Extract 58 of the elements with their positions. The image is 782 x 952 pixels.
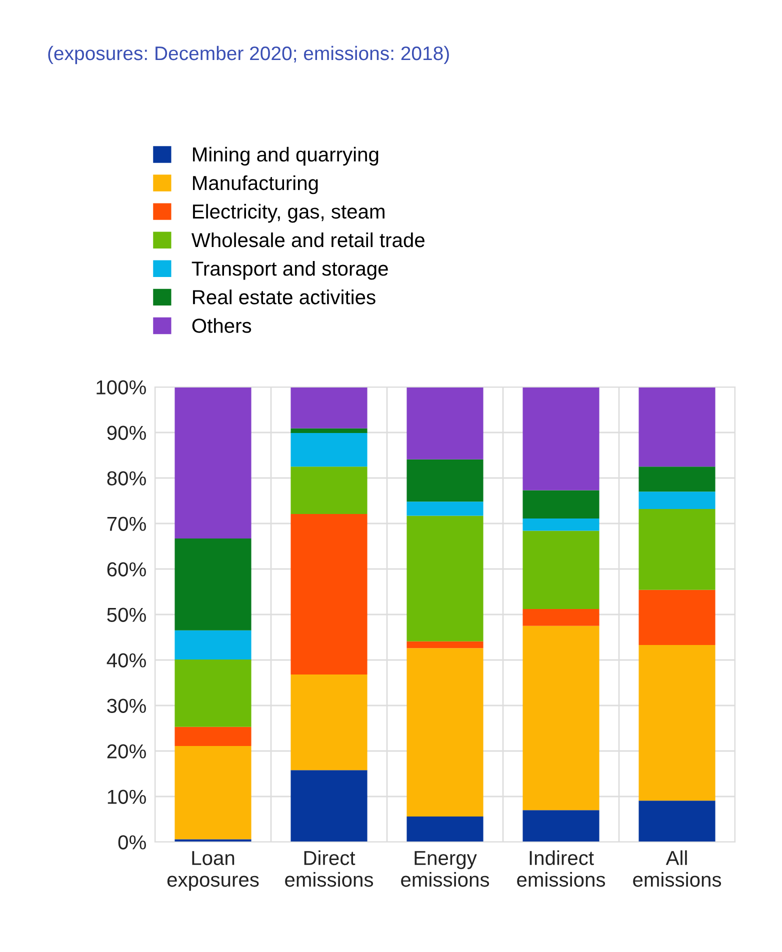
x-tick-label: Indirect emissions bbox=[517, 850, 606, 887]
bar bbox=[290, 432, 368, 467]
legend-label: Mining and quarrying bbox=[193, 146, 378, 166]
bar bbox=[290, 770, 368, 842]
bar bbox=[638, 387, 716, 467]
bar bbox=[522, 609, 600, 626]
bar bbox=[638, 590, 716, 645]
bar bbox=[406, 459, 484, 502]
bar bbox=[638, 508, 716, 590]
bar bbox=[290, 387, 368, 428]
bar bbox=[638, 800, 716, 842]
x-tick-label: Energy emissions bbox=[401, 851, 490, 887]
bar bbox=[290, 674, 368, 770]
bar bbox=[522, 490, 600, 518]
bar bbox=[638, 644, 716, 801]
y-tick-label: 40% bbox=[106, 653, 146, 668]
y-tick-label: 100% bbox=[96, 380, 146, 394]
y-tick-label: 20% bbox=[107, 744, 146, 758]
bar bbox=[406, 816, 484, 842]
x-tick-label: Direct emissions bbox=[285, 850, 374, 887]
legend-label: Manufacturing bbox=[193, 175, 318, 194]
bar bbox=[406, 516, 484, 642]
legend-label: Electricity, gas, steam bbox=[193, 204, 384, 223]
bar bbox=[522, 530, 600, 610]
y-tick-label: 0% bbox=[118, 835, 146, 850]
legend-label: Transport and storage bbox=[192, 261, 388, 280]
bar bbox=[174, 387, 252, 539]
bar bbox=[522, 626, 600, 810]
bar bbox=[174, 660, 252, 727]
chart-subtitle: (exposures: December 2020; emissions: 2018) bbox=[48, 46, 449, 64]
bar bbox=[522, 810, 600, 842]
y-tick-label: 80% bbox=[107, 471, 146, 486]
bar bbox=[174, 746, 252, 840]
bar bbox=[522, 387, 600, 490]
bar bbox=[290, 514, 368, 675]
legend-label: Real estate activities bbox=[193, 290, 376, 304]
y-tick-label: 70% bbox=[107, 516, 146, 531]
bar bbox=[522, 518, 600, 531]
bar bbox=[406, 641, 484, 648]
y-tick-label: 50% bbox=[107, 608, 146, 622]
bar bbox=[290, 466, 368, 514]
bar bbox=[290, 428, 368, 433]
x-tick-label: All emissions bbox=[633, 850, 722, 887]
legend-label: Others bbox=[192, 318, 252, 333]
legend-label: Wholesale and retail trade bbox=[191, 232, 424, 248]
bar bbox=[174, 726, 252, 746]
x-tick-label: Loan exposures bbox=[167, 851, 259, 891]
y-tick-label: 60% bbox=[107, 562, 146, 576]
bar bbox=[174, 538, 252, 630]
y-tick-label: 30% bbox=[107, 698, 146, 713]
bar bbox=[406, 502, 484, 516]
y-tick-label: 10% bbox=[108, 790, 146, 804]
bar bbox=[638, 466, 716, 492]
bar bbox=[406, 387, 484, 460]
bar bbox=[174, 630, 252, 660]
bar bbox=[638, 492, 716, 509]
y-tick-label: 90% bbox=[107, 426, 146, 440]
bar bbox=[406, 648, 484, 817]
